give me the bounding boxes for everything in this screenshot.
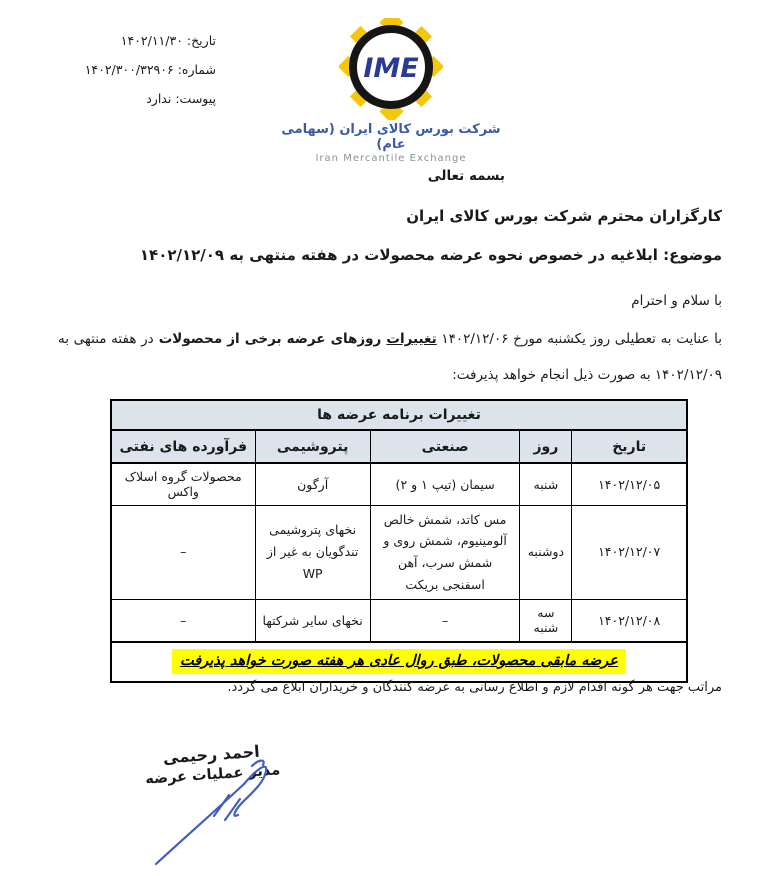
ime-logo-icon: IME xyxy=(339,18,443,120)
ime-logo-block: IME شرکت بورس کالای ایران (سهامی عام) Ir… xyxy=(271,18,511,164)
addressee-line: کارگزاران محترم شرکت بورس کالای ایران xyxy=(406,207,722,225)
body-paragraph-line1: با عنایت به تعطیلی روز یکشنبه مورخ ۱۴۰۲/… xyxy=(58,331,722,347)
cell-oil-products: محصولات گروه اسلاک واکس xyxy=(110,462,256,506)
bismillah-line: بسمه تعالی xyxy=(427,168,505,184)
body-paragraph-line2: ۱۴۰۲/۱۲/۰۹ به صورت ذیل انجام خواهد پذیرف… xyxy=(452,367,722,383)
column-header-day: روز xyxy=(519,429,573,464)
cell-oil-products: – xyxy=(110,599,256,642)
supply-schedule-table: تغییرات برنامه عرضه ها تاریخ روز صنعتی پ… xyxy=(110,399,688,683)
body-emphasis-bold: روزهای عرضه برخی از محصولات xyxy=(153,331,387,347)
body-text-1: با عنایت به تعطیلی روز یکشنبه مورخ ۱۴۰۲/… xyxy=(436,331,723,347)
table-title: تغییرات برنامه عرضه ها xyxy=(110,399,688,431)
cell-industrial: مس کاتد، شمش خالص آلومینیوم، شمش روی و ش… xyxy=(369,504,521,600)
footer-note-cell: عرضه مابقی محصولات، طبق روال عادی هر هفت… xyxy=(110,640,688,682)
meta-date-label: تاریخ: xyxy=(186,33,216,48)
meta-number: شماره: ۱۴۰۲/۳۰۰/۳۲۹۰۶ xyxy=(60,55,216,84)
column-header-petrochemical: پتروشیمی xyxy=(254,429,371,464)
meta-attachment-value: ندارد xyxy=(146,91,172,106)
cell-day: دوشنبه xyxy=(519,504,573,600)
cell-oil-products: – xyxy=(110,504,256,600)
cell-petrochemical: نخهای سایر شرکتها xyxy=(254,599,371,642)
signature-scribble-icon xyxy=(154,759,268,866)
subject-line: موضوع: ابلاغیه در خصوص نحوه عرضه محصولات… xyxy=(139,246,722,264)
column-header-industrial: صنعتی xyxy=(369,429,521,464)
meta-date: تاریخ: ۱۴۰۲/۱۱/۳۰ xyxy=(60,26,216,55)
company-name-fa: شرکت بورس کالای ایران (سهامی عام) xyxy=(281,122,501,152)
cell-date: ۱۴۰۲/۱۲/۰۸ xyxy=(571,599,688,642)
table-title-row: تغییرات برنامه عرضه ها xyxy=(110,399,688,431)
table-header-row: تاریخ روز صنعتی پتروشیمی فرآورده های نفت… xyxy=(110,429,688,464)
meta-date-value: ۱۴۰۲/۱۱/۳۰ xyxy=(120,33,183,48)
meta-number-value: ۱۴۰۲/۳۰۰/۳۲۹۰۶ xyxy=(84,62,174,77)
table-row: ۱۴۰۲/۱۲/۰۸ سه شنبه – نخهای سایر شرکتها – xyxy=(110,599,688,642)
column-header-oil-products: فرآورده های نفتی xyxy=(110,429,256,464)
body-emphasis-underlined: تغییرات xyxy=(386,331,437,347)
table-row: ۱۴۰۲/۱۲/۰۵ شنبه سیمان (تیپ ۱ و ۲) آرگون … xyxy=(110,462,688,506)
body-text-2: در هفته منتهی به xyxy=(58,331,154,347)
column-header-date: تاریخ xyxy=(571,429,688,464)
meta-attachment-label: پیوست: xyxy=(175,91,216,106)
cell-petrochemical: آرگون xyxy=(254,462,371,506)
salutation-line: با سلام و احترام xyxy=(631,293,722,309)
cell-industrial: سیمان (تیپ ۱ و ۲) xyxy=(369,462,521,506)
cell-petrochemical: نخهای پتروشیمی تندگویان به غیر از WP xyxy=(254,504,371,600)
closing-line: مراتب جهت هر گونه اقدام لازم و اطلاع رسا… xyxy=(227,680,722,695)
svg-text:IME: IME xyxy=(363,53,419,84)
table-row: ۱۴۰۲/۱۲/۰۷ دوشنبه مس کاتد، شمش خالص آلوم… xyxy=(110,504,688,600)
meta-number-label: شماره: xyxy=(177,62,216,77)
meta-attachment: پیوست: ندارد xyxy=(60,84,216,113)
cell-date: ۱۴۰۲/۱۲/۰۵ xyxy=(571,462,688,506)
company-name-en: Iran Mercantile Exchange xyxy=(315,153,467,164)
table-footer-row: عرضه مابقی محصولات، طبق روال عادی هر هفت… xyxy=(110,640,688,682)
cell-day: سه شنبه xyxy=(519,599,573,642)
cell-industrial: – xyxy=(369,599,521,642)
cell-day: شنبه xyxy=(519,462,573,506)
meta-block: تاریخ: ۱۴۰۲/۱۱/۳۰ شماره: ۱۴۰۲/۳۰۰/۳۲۹۰۶ … xyxy=(60,26,216,113)
highlighted-note: عرضه مابقی محصولات، طبق روال عادی هر هفت… xyxy=(172,649,626,674)
cell-date: ۱۴۰۲/۱۲/۰۷ xyxy=(571,504,688,600)
